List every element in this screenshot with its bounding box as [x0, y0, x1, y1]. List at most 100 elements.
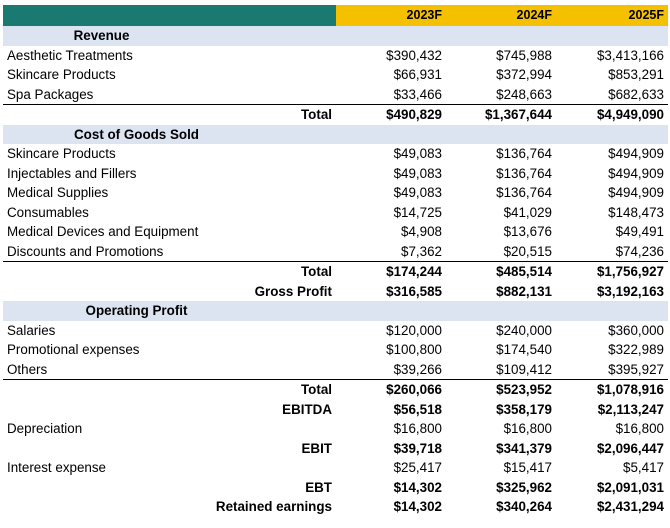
year-2024-header: 2024F: [446, 5, 556, 26]
cell-2025: $148,473: [608, 204, 664, 220]
table-row: Aesthetic Treatments $390,432 $745,988 $…: [3, 46, 668, 66]
row-label: Injectables and Fillers: [7, 165, 137, 181]
section-cogs: Cost of Goods Sold: [3, 124, 668, 144]
cell-2023: $490,829: [336, 104, 446, 125]
cell-2024: $16,800: [503, 421, 552, 437]
cell-2024: $174,540: [496, 342, 552, 358]
row-label: Medical Devices and Equipment: [7, 224, 199, 240]
cell-2025: $74,236: [615, 243, 664, 259]
gross-profit-row: Gross Profit $316,585 $882,131 $3,192,16…: [3, 282, 668, 302]
cell-2024: $109,412: [496, 361, 552, 377]
cell-2025: $682,633: [608, 86, 664, 102]
cell-2025: $5,417: [623, 460, 664, 476]
cell-2025: $1,078,916: [556, 379, 668, 400]
cell-2024: $341,379: [496, 440, 552, 456]
cell-2025: $4,949,090: [556, 104, 668, 125]
row-label: Total: [3, 104, 336, 125]
cell-2023: $120,000: [386, 322, 442, 338]
cell-2025: $322,989: [608, 342, 664, 358]
cell-2023: $49,083: [393, 165, 442, 181]
ebt-row: EBT $14,302 $325,962 $2,091,031: [3, 478, 668, 498]
row-label: Interest expense: [7, 460, 107, 476]
cell-2023: $66,931: [393, 67, 442, 83]
row-label: Retained earnings: [215, 499, 332, 515]
row-label: Spa Packages: [7, 86, 94, 102]
table-row: Medical Supplies $49,083 $136,764 $494,9…: [3, 183, 668, 203]
cell-2024: $20,515: [503, 243, 552, 259]
year-2023-header: 2023F: [336, 5, 446, 26]
section-revenue: Revenue: [3, 26, 668, 46]
spreadsheet: 2023F 2024F 2025F Revenue Aesthetic Trea…: [0, 5, 670, 528]
row-label: EBITDA: [282, 401, 332, 417]
cell-2023: $7,362: [401, 243, 442, 259]
cell-2023: $33,466: [393, 86, 442, 102]
cell-2025: $3,192,163: [596, 283, 664, 299]
table-row: Promotional expenses $100,800 $174,540 $…: [3, 340, 668, 360]
cell-2024: $136,764: [496, 185, 552, 201]
cell-2025: $360,000: [608, 322, 664, 338]
cell-2023: $390,432: [386, 47, 442, 63]
table-row: Injectables and Fillers $49,083 $136,764…: [3, 164, 668, 184]
cell-2025: $2,091,031: [596, 479, 664, 495]
retained-earnings-row: Retained earnings $14,302 $340,264 $2,43…: [3, 497, 668, 517]
row-label: Discounts and Promotions: [7, 243, 164, 259]
cell-2025: $2,431,294: [596, 499, 664, 515]
row-label: Total: [3, 261, 336, 282]
cell-2025: $49,491: [615, 224, 664, 240]
cell-2023: $49,083: [393, 185, 442, 201]
cell-2024: $15,417: [503, 460, 552, 476]
row-label: Others: [7, 361, 48, 377]
header-label-cell: [3, 5, 336, 26]
row-label: Consumables: [7, 204, 89, 220]
ebitda-row: EBITDA $56,518 $358,179 $2,113,247: [3, 400, 668, 420]
section-operating-profit: Operating Profit: [3, 301, 668, 321]
cell-2025: $494,909: [608, 185, 664, 201]
opex-total-row: Total $260,066 $523,952 $1,078,916: [3, 379, 668, 400]
cell-2025: $853,291: [608, 67, 664, 83]
table-row: Medical Devices and Equipment $4,908 $13…: [3, 222, 668, 242]
cell-2023: $4,908: [401, 224, 442, 240]
cell-2023: $39,718: [393, 440, 442, 456]
cell-2023: $14,725: [393, 204, 442, 220]
cell-2025: $494,909: [608, 165, 664, 181]
row-label: Skincare Products: [7, 67, 116, 83]
row-label: Skincare Products: [7, 146, 116, 162]
cell-2023: $56,518: [393, 401, 442, 417]
row-label: EBT: [305, 479, 332, 495]
header-row: 2023F 2024F 2025F: [3, 5, 668, 26]
cell-2025: $2,113,247: [597, 401, 664, 417]
cell-2024: $136,764: [496, 165, 552, 181]
cell-2025: $494,909: [608, 146, 664, 162]
cell-2023: $260,066: [336, 379, 446, 400]
interest-expense-row: Interest expense $25,417 $15,417 $5,417: [3, 458, 668, 478]
cell-2024: $523,952: [446, 379, 556, 400]
cell-2023: $316,585: [386, 283, 442, 299]
cell-2024: $240,000: [496, 322, 552, 338]
row-label: Promotional expenses: [7, 342, 140, 358]
revenue-total-row: Total $490,829 $1,367,644 $4,949,090: [3, 104, 668, 125]
cell-2024: $13,676: [503, 224, 552, 240]
table-row: Salaries $120,000 $240,000 $360,000: [3, 321, 668, 341]
cell-2025: $395,927: [608, 361, 664, 377]
cell-2024: $41,029: [503, 204, 552, 220]
cogs-total-row: Total $174,244 $485,514 $1,756,927: [3, 261, 668, 282]
cell-2023: $174,244: [336, 261, 446, 282]
table-row: Discounts and Promotions $7,362 $20,515 …: [3, 242, 668, 262]
depreciation-row: Depreciation $16,800 $16,800 $16,800: [3, 419, 668, 439]
table-row: Skincare Products $49,083 $136,764 $494,…: [3, 144, 668, 164]
ebit-row: EBIT $39,718 $341,379 $2,096,447: [3, 439, 668, 459]
cell-2024: $882,131: [496, 283, 552, 299]
cell-2023: $39,266: [393, 361, 442, 377]
cell-2024: $745,988: [496, 47, 552, 63]
table-row: Consumables $14,725 $41,029 $148,473: [3, 203, 668, 223]
cell-2024: $325,962: [496, 479, 552, 495]
row-label: Aesthetic Treatments: [7, 47, 133, 63]
section-title: Operating Profit: [3, 301, 336, 321]
cell-2024: $372,994: [496, 67, 552, 83]
cell-2023: $49,083: [393, 146, 442, 162]
cell-2025: $3,413,166: [596, 47, 664, 63]
cell-2025: $1,756,927: [556, 261, 668, 282]
table-row: Skincare Products $66,931 $372,994 $853,…: [3, 65, 668, 85]
row-label: EBIT: [301, 440, 332, 456]
cell-2024: $358,179: [496, 401, 552, 417]
